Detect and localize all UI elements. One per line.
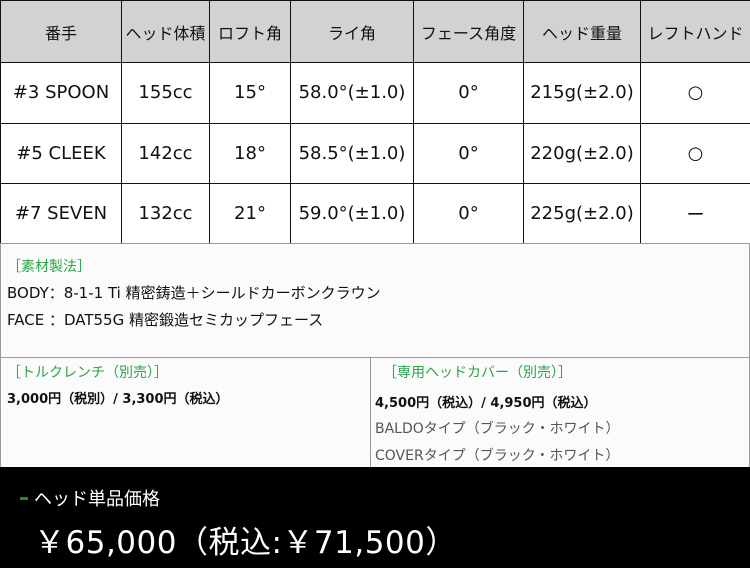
cell-lie: 58.0°(±1.0) (290, 62, 414, 124)
cell-face-angle: 0° (413, 183, 524, 245)
cell-volume: 132cc (121, 183, 210, 245)
header-club: 番手 (0, 0, 122, 63)
material-section: ［素材製法］ BODY：8-1-1 Ti 精密鋳造＋シールドカーボンクラウン F… (0, 243, 750, 358)
footer-label: ヘッド単品価格 (34, 489, 160, 510)
cell-club: #7 SEVEN (0, 183, 122, 245)
header-volume: ヘッド体積 (121, 0, 210, 63)
header-lie: ライ角 (290, 0, 414, 63)
material-title: ［素材製法］ (7, 259, 91, 275)
torque-wrench-section: ［トルクレンチ（別売）］ 3,000円（税別）/ 3,300円（税込） (0, 357, 371, 468)
head-cover-section: ［専用ヘッドカバー（別売）］ 4,500円（税込）/ 4,950円（税込） BA… (370, 357, 750, 468)
table-row: #3 SPOON 155cc 15° 58.0°(±1.0) 0° 215g(±… (0, 62, 750, 124)
table-row: #7 SEVEN 132cc 21° 59.0°(±1.0) 0° 225g(±… (0, 183, 750, 245)
cell-loft: 18° (209, 122, 291, 184)
cell-lie: 58.5°(±1.0) (290, 122, 414, 184)
dash-icon (20, 496, 28, 500)
header-weight: ヘッド重量 (523, 0, 641, 63)
cell-weight: 225g(±2.0) (523, 183, 641, 245)
price-footer: ヘッド単品価格 ￥65,000（税込:￥71,500） (0, 467, 750, 568)
cell-weight: 220g(±2.0) (523, 122, 641, 184)
header-face-angle: フェース角度 (413, 0, 524, 63)
cover-type-baldo: BALDOタイプ（ブラック・ホワイト） (375, 421, 620, 437)
cell-face-angle: 0° (413, 122, 524, 184)
cell-face-angle: 0° (413, 62, 524, 124)
cell-lie: 59.0°(±1.0) (290, 183, 414, 245)
cell-loft: 15° (209, 62, 291, 124)
cell-volume: 155cc (121, 62, 210, 124)
cell-left-hand: ○ (640, 62, 750, 124)
cell-weight: 215g(±2.0) (523, 62, 641, 124)
cover-price: 4,500円（税込）/ 4,950円（税込） (375, 396, 597, 411)
footer-price: ￥65,000（税込:￥71,500） (34, 525, 457, 561)
cell-club: #5 CLEEK (0, 122, 122, 184)
table-row: #5 CLEEK 142cc 18° 58.5°(±1.0) 0° 220g(±… (0, 122, 750, 184)
cell-volume: 142cc (121, 122, 210, 184)
cover-type-cover: COVERタイプ（ブラック・ホワイト） (375, 448, 620, 464)
wrench-price: 3,000円（税別）/ 3,300円（税込） (7, 392, 229, 407)
table-header-row: 番手 ヘッド体積 ロフト角 ライ角 フェース角度 ヘッド重量 レフトハンド (0, 0, 750, 63)
wrench-title: ［トルクレンチ（別売）］ (7, 365, 168, 381)
header-loft: ロフト角 (209, 0, 291, 63)
cell-loft: 21° (209, 183, 291, 245)
material-body: BODY：8-1-1 Ti 精密鋳造＋シールドカーボンクラウン (7, 284, 381, 302)
cell-left-hand: ー (640, 183, 750, 245)
cell-club: #3 SPOON (0, 62, 122, 124)
spec-table: 番手 ヘッド体積 ロフト角 ライ角 フェース角度 ヘッド重量 レフトハンド #3… (0, 0, 750, 245)
header-left-hand: レフトハンド (640, 0, 750, 63)
material-face: FACE ：DAT55G 精密鍛造セミカップフェース (7, 311, 324, 329)
cell-left-hand: ○ (640, 122, 750, 184)
cover-title: ［専用ヘッドカバー（別売）］ (383, 365, 572, 381)
